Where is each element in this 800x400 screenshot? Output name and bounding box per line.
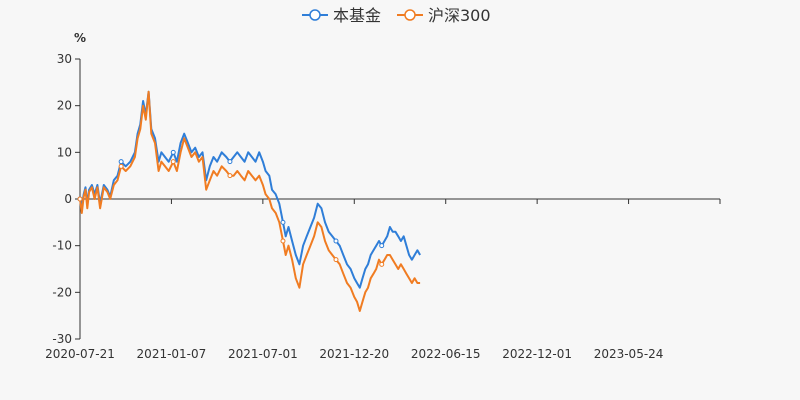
x-tick-label: 2020-07-21 bbox=[45, 347, 115, 361]
legend[interactable]: 本基金 沪深300 bbox=[302, 6, 491, 25]
series-1 bbox=[77, 90, 421, 289]
series-point bbox=[227, 173, 233, 179]
series-point bbox=[170, 159, 176, 165]
series-2 bbox=[77, 90, 421, 312]
legend-item[interactable]: 本基金 bbox=[302, 6, 381, 25]
series-point bbox=[118, 159, 124, 165]
x-tick-label: 2023-05-24 bbox=[594, 347, 664, 361]
y-unit-label: % bbox=[74, 31, 86, 45]
x-tick-label: 2021-07-01 bbox=[228, 347, 298, 361]
y-tick-label: 0 bbox=[64, 192, 72, 206]
y-tick-label: -10 bbox=[52, 239, 72, 253]
x-tick-label: 2022-06-15 bbox=[411, 347, 481, 361]
series-point bbox=[227, 159, 233, 165]
legend-item[interactable]: 沪深300 bbox=[397, 6, 491, 25]
y-tick-label: 10 bbox=[57, 145, 72, 159]
legend-label: 沪深300 bbox=[428, 6, 491, 25]
legend-label: 本基金 bbox=[333, 6, 381, 25]
y-tick-label: 20 bbox=[57, 99, 72, 113]
x-tick-label: 2022-12-01 bbox=[502, 347, 572, 361]
series-line bbox=[79, 90, 421, 289]
series-point bbox=[379, 243, 385, 249]
x-tick-label: 2021-12-20 bbox=[319, 347, 389, 361]
series-point bbox=[280, 238, 286, 244]
x-tick-label: 2021-01-07 bbox=[137, 347, 207, 361]
series-point bbox=[77, 196, 83, 202]
x-axis: 2020-07-21 2021-01-07 2021-07-01 2021-12-20… bbox=[45, 198, 721, 361]
series-line bbox=[79, 90, 421, 312]
series-point bbox=[333, 257, 339, 263]
y-tick-label: 30 bbox=[57, 52, 72, 66]
y-axis: 30 20 10 0 -10 -20 -30% bbox=[52, 31, 86, 346]
series-point bbox=[333, 238, 339, 244]
series-point bbox=[379, 261, 385, 267]
series-layer bbox=[77, 90, 421, 312]
y-tick-label: -20 bbox=[52, 285, 72, 299]
y-tick-label: -30 bbox=[52, 332, 72, 346]
series-point bbox=[170, 149, 176, 155]
series-point bbox=[280, 219, 286, 225]
legend-marker bbox=[404, 9, 416, 21]
series-point bbox=[118, 163, 124, 169]
legend-marker bbox=[309, 9, 321, 21]
